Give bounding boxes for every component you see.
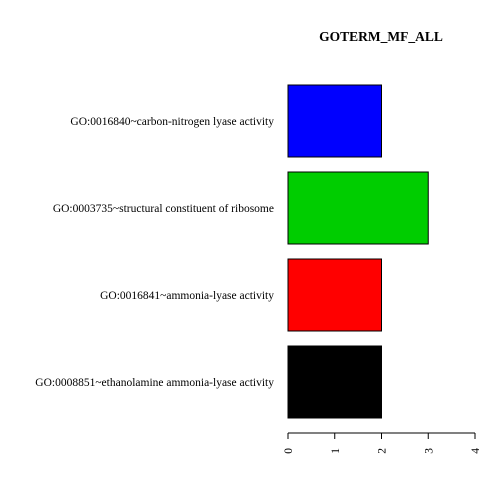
- x-tick-label: 0: [283, 448, 295, 454]
- x-tick-label: 4: [470, 448, 482, 454]
- bar-4: [287, 345, 382, 419]
- category-labels: GO:0016840~carbon-nitrogen lyase activit…: [35, 116, 274, 389]
- bars-group: [287, 84, 429, 419]
- bar-3: [287, 258, 382, 332]
- category-label: GO:0003735~structural constituent of rib…: [53, 203, 274, 215]
- category-label: GO:0008851~ethanolamine ammonia-lyase ac…: [35, 377, 274, 389]
- bar-1: [287, 84, 382, 158]
- x-tick-label: 1: [330, 448, 342, 454]
- category-label: GO:0016841~ammonia-lyase activity: [100, 290, 274, 302]
- chart-title: GOTERM_MF_ALL: [319, 29, 443, 44]
- x-tick-label: 3: [423, 448, 435, 454]
- category-label: GO:0016840~carbon-nitrogen lyase activit…: [70, 116, 274, 128]
- x-tick-label: 2: [377, 448, 389, 454]
- x-axis: 0 1 2 3 4: [283, 432, 482, 454]
- bar-2: [287, 171, 429, 245]
